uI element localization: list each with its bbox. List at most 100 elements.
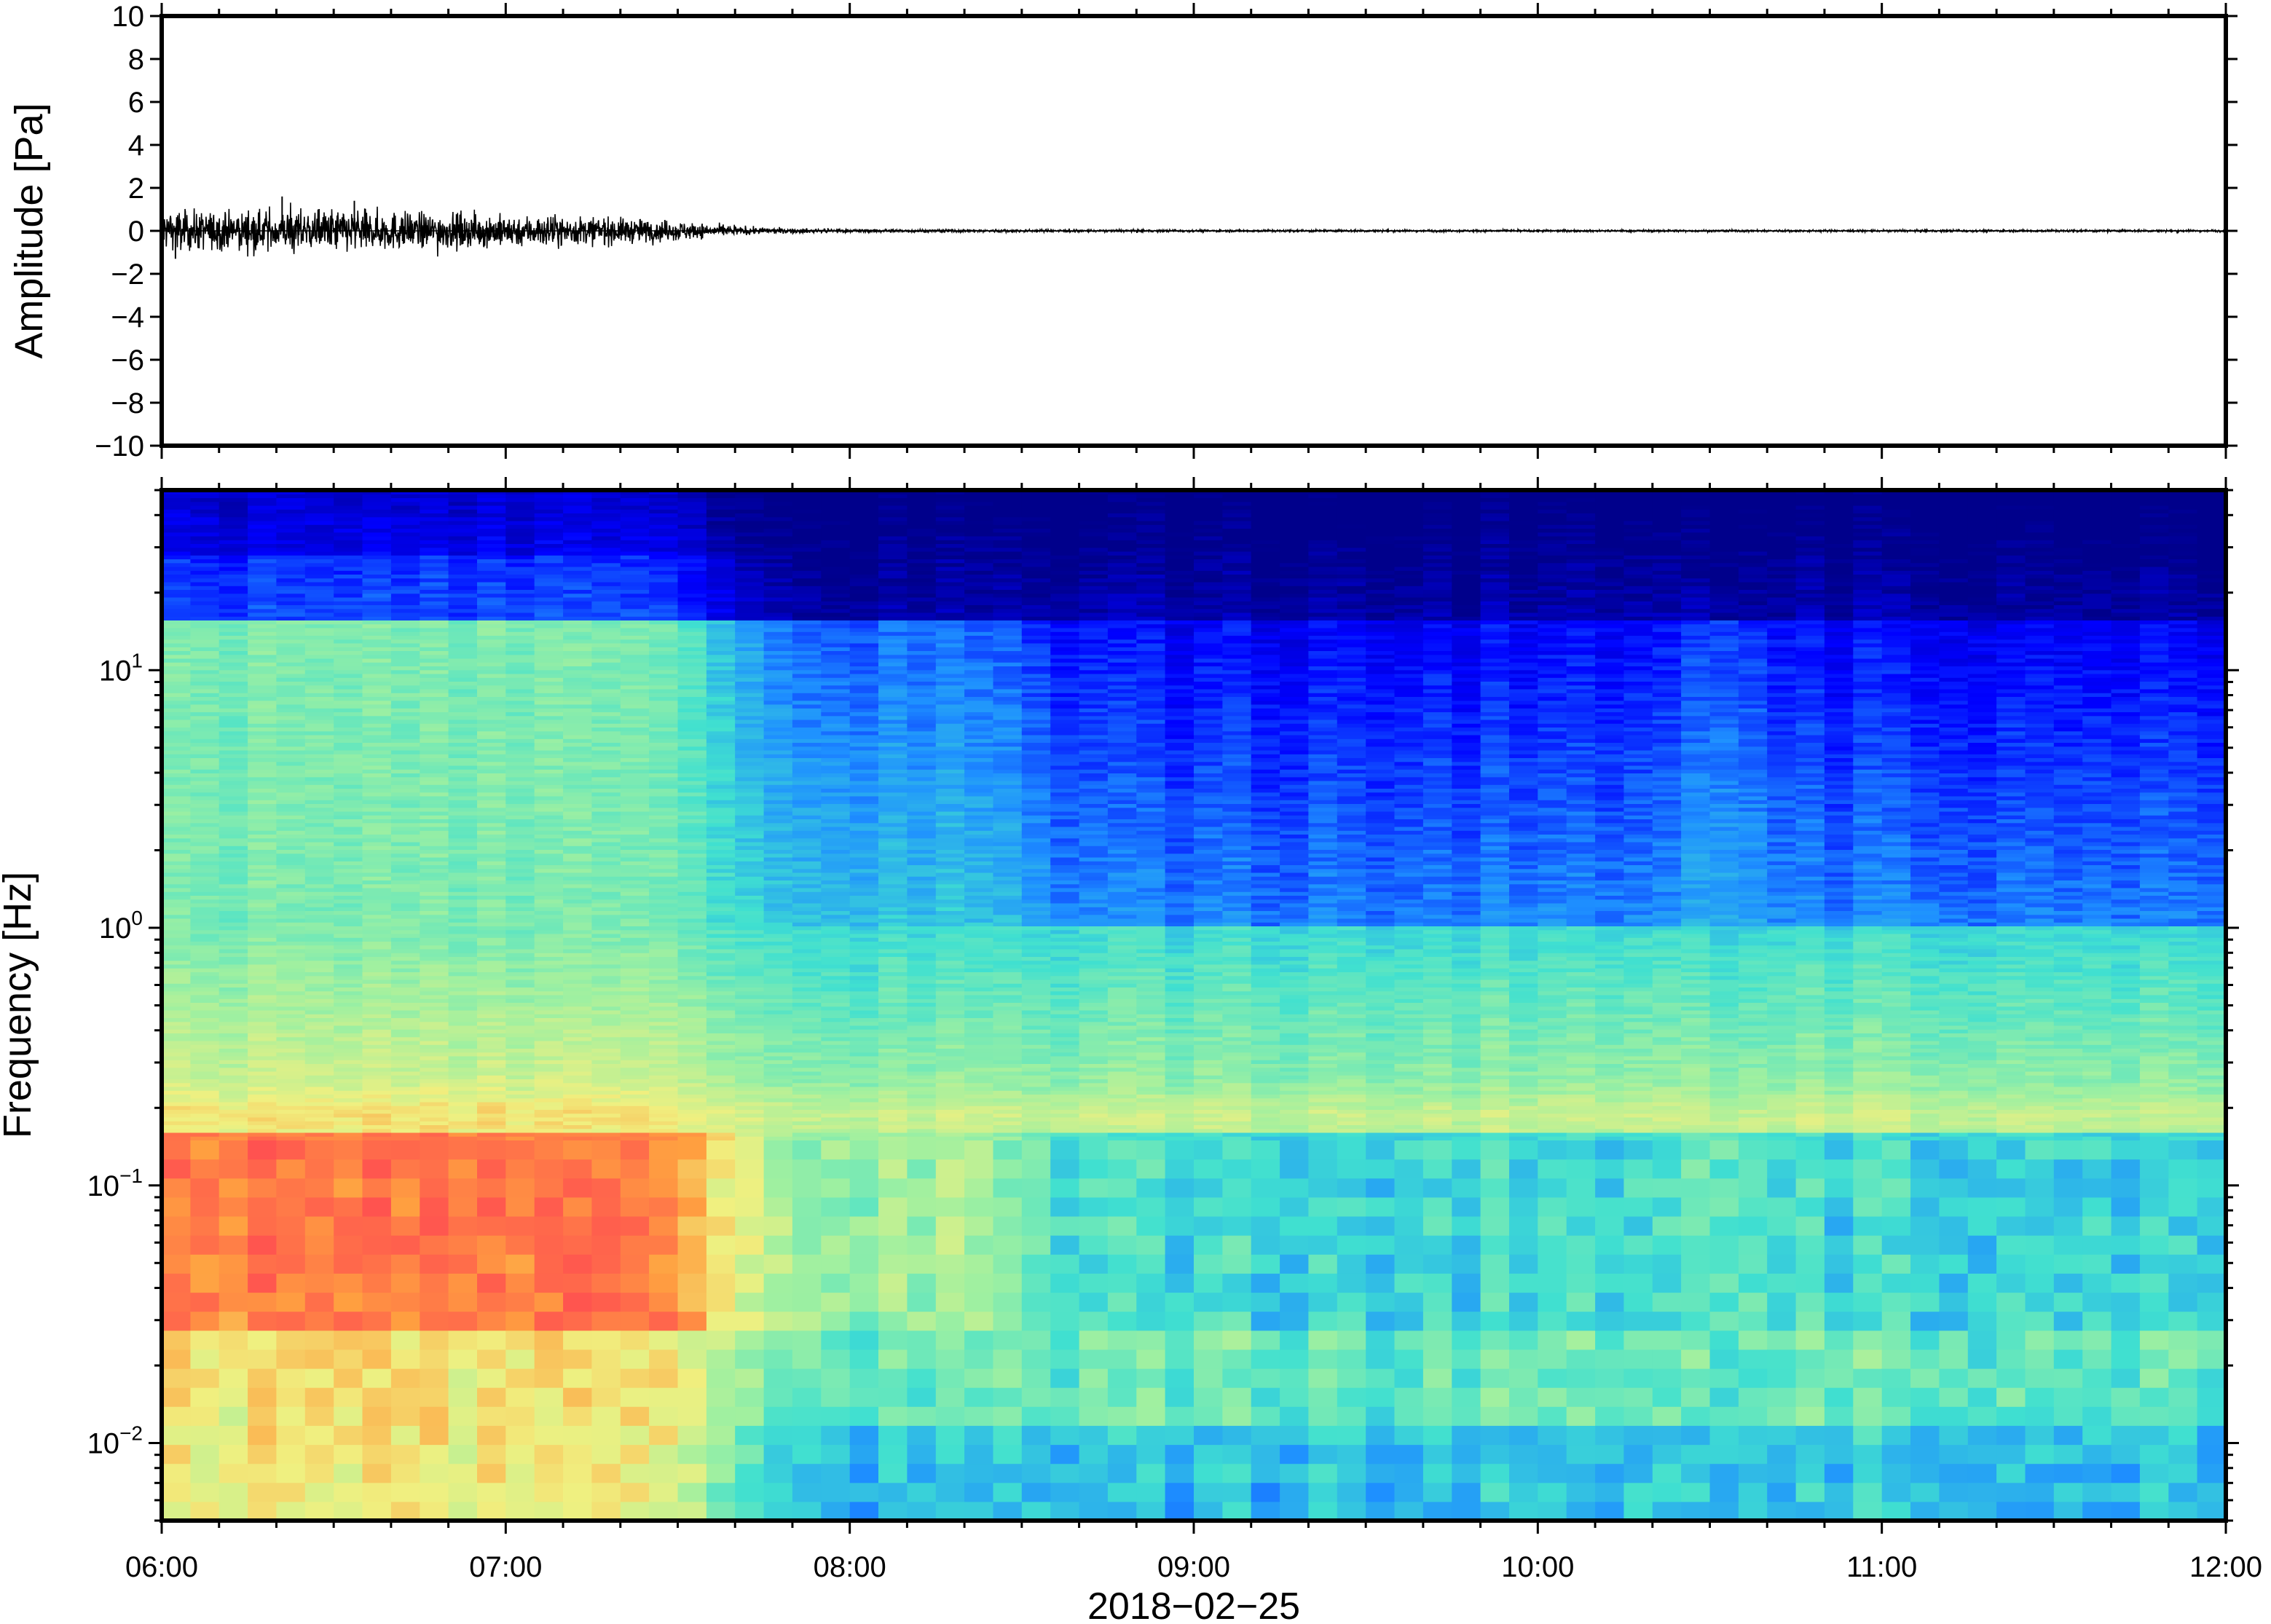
spectrogram-cell [849,883,879,888]
spectrogram-cell [448,769,478,773]
spectrogram-cell [534,513,564,518]
spectrogram-cell [534,796,564,800]
spectrogram-cell [505,639,535,644]
spectrogram-cell [735,574,765,579]
spectrogram-cell [677,834,707,839]
spectrogram-cell [735,1235,765,1255]
spectrogram-cell [190,822,220,827]
spectrogram-cell [276,987,306,992]
spectrogram-cell [162,1113,191,1118]
spectrogram-cell [448,1041,478,1045]
spectrogram-cell [390,941,420,946]
spectrogram-cell [362,880,392,885]
spectrogram-cell [190,562,220,567]
spectrogram-cell [821,880,851,885]
spectrogram-cell [849,505,879,510]
spectrogram-cell [849,971,879,977]
spectrogram-cell [649,776,679,781]
spectrogram-cell [792,505,822,510]
spectrogram-cell [304,864,334,870]
spectrogram-cell [162,960,191,965]
spectrogram-cell [563,945,593,950]
spectrogram-cell [505,949,535,953]
spectrogram-cell [534,956,564,961]
spectrogram-cell [448,750,478,754]
spectrogram-cell [763,497,793,502]
spectrogram-cell [334,513,363,518]
spectrogram-cell [248,623,278,628]
spectrogram-cell [448,1090,478,1095]
spectrogram-cell [190,891,220,896]
spectrogram-cell [276,945,306,950]
spectrogram-cell [792,604,822,610]
spectrogram-cell [190,720,220,724]
spectrogram-cell [390,971,420,977]
spectrogram-cell [649,612,679,617]
spectrogram-cell [563,1002,593,1007]
spectrogram-cell [763,1090,793,1095]
spectrogram-cell [448,1060,478,1064]
spectrogram-cell [735,1178,765,1198]
spectrogram-cell [390,562,420,567]
spectrogram-cell [334,700,363,705]
spectrogram-cell [878,1368,908,1388]
spectrogram-cell [219,926,248,931]
spectrogram-cell [162,677,191,682]
spectrogram-cell [849,616,879,620]
spectrogram-cell [276,1090,306,1095]
spectrogram-cell [390,1056,420,1060]
spectrogram-cell [620,543,650,548]
spectrogram-cell [190,1002,220,1007]
spectrogram-cell [706,1102,736,1106]
spectrogram-cell [591,853,621,858]
spectrogram-cell [534,857,564,862]
spectrogram-cell [390,1482,420,1502]
spectrogram-cell [649,631,679,636]
spectrogram-cell [821,1501,851,1521]
spectrogram-cell [505,635,535,640]
spectrogram-cell [563,807,593,812]
spectrogram-cell [390,1025,420,1030]
spectrogram-cell [821,1090,851,1095]
spectrogram-cell [420,1079,449,1084]
spectrogram-cell [677,807,707,812]
spectrogram-cell [849,945,879,950]
spectrogram-cell [420,1010,449,1014]
spectrogram-cell [248,677,278,682]
spectrogram-cell [420,735,449,739]
spectrogram-cell [420,907,449,911]
spectrogram-cell [162,979,191,984]
spectrogram-cell [420,888,449,892]
spectrogram-cell [448,631,478,636]
spectrogram-cell [448,696,478,701]
spectrogram-cell [649,567,679,571]
spectrogram-cell [390,570,420,575]
spectrogram-cell [390,827,420,831]
spectrogram-cell [649,1036,679,1041]
spectrogram-cell [792,754,822,758]
spectrogram-cell [219,1014,248,1018]
spectrogram-cell [706,1254,736,1274]
spectrogram-cell [162,895,191,900]
spectrogram-cell [505,608,535,613]
spectrogram-cell [362,612,392,617]
spectrogram-cell [190,1128,220,1133]
spectrogram-cell [248,1273,278,1293]
spectrogram-cell [649,681,679,686]
spectrogram-cell [448,1124,478,1130]
spectrogram-cell [477,696,506,701]
spectrogram-cell [591,494,621,498]
spectrogram-cell [248,696,278,701]
spectrogram-cell [792,1501,822,1521]
spectrogram-cell [735,918,765,923]
spectrogram-cell [190,1482,220,1502]
spectrogram-cell [563,696,593,701]
spectrogram-cell [821,677,851,682]
spectrogram-cell [792,730,822,736]
spectrogram-cell [448,914,478,919]
spectrogram-cell [362,872,392,877]
spectrogram-cell [219,880,248,885]
spectrogram-cell [677,1178,707,1198]
spectrogram-cell [362,1021,392,1026]
spectrogram-cell [763,929,793,934]
